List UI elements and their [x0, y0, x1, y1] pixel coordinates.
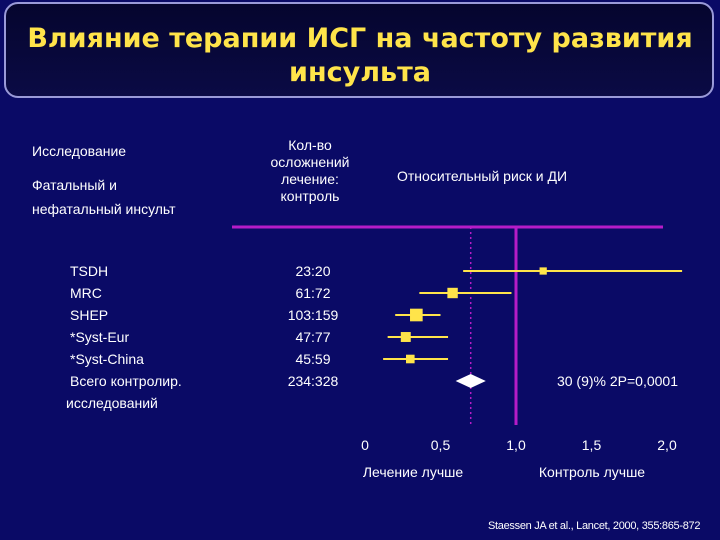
count-header-line3: лечение: [281, 171, 339, 187]
study-events: 45:59 [295, 351, 331, 367]
outcome-label-line2: нефатальный инсульт [32, 201, 176, 217]
x-tick-label: 1,5 [582, 437, 602, 453]
study-events: 103:159 [287, 307, 339, 323]
study-column-header: Исследование [32, 143, 127, 159]
study-name: *Syst-China [70, 351, 144, 367]
source-citation: Staessen JA et al., Lancet, 2000, 355:86… [488, 520, 701, 532]
study-events: 61:72 [295, 285, 331, 301]
study-name: *Syst-Eur [70, 329, 130, 345]
study-name: SHEP [70, 307, 109, 323]
x-label-right: Контроль лучше [539, 464, 645, 480]
count-header-line1: Кол-во [288, 137, 332, 153]
slide-title-line1: Влияние терапии ИСГ на частоту развития [27, 23, 693, 54]
x-tick-label: 2,0 [657, 437, 677, 453]
outcome-label-line1: Фатальный и [32, 177, 117, 193]
point-estimate [400, 332, 411, 342]
x-label-left: Лечение лучше [363, 464, 464, 480]
point-estimate [539, 267, 547, 275]
count-header-line4: контроль [280, 188, 340, 204]
point-estimate [406, 354, 415, 364]
title-box [4, 2, 714, 98]
slide-title-line2: инсульта [289, 57, 431, 88]
study-name: MRC [70, 285, 102, 301]
point-estimate [410, 308, 423, 322]
x-tick-label: 1,0 [506, 437, 526, 453]
pooled-annotation: 30 (9)% 2P=0,0001 [557, 373, 678, 389]
point-estimate [447, 287, 458, 299]
pooled-name-line1: Всего контролир. [70, 373, 182, 389]
pooled-events: 234:328 [287, 373, 339, 389]
pooled-name-line2: исследований [66, 395, 158, 411]
study-name: TSDH [70, 263, 109, 279]
count-header-line2: осложнений [270, 154, 350, 170]
relative-risk-header: Относительный риск и ДИ [397, 168, 568, 184]
x-tick-label: 0 [361, 437, 369, 453]
study-events: 23:20 [295, 263, 331, 279]
pooled-diamond [455, 374, 486, 388]
x-tick-label: 0,5 [431, 437, 451, 453]
study-events: 47:77 [295, 329, 331, 345]
